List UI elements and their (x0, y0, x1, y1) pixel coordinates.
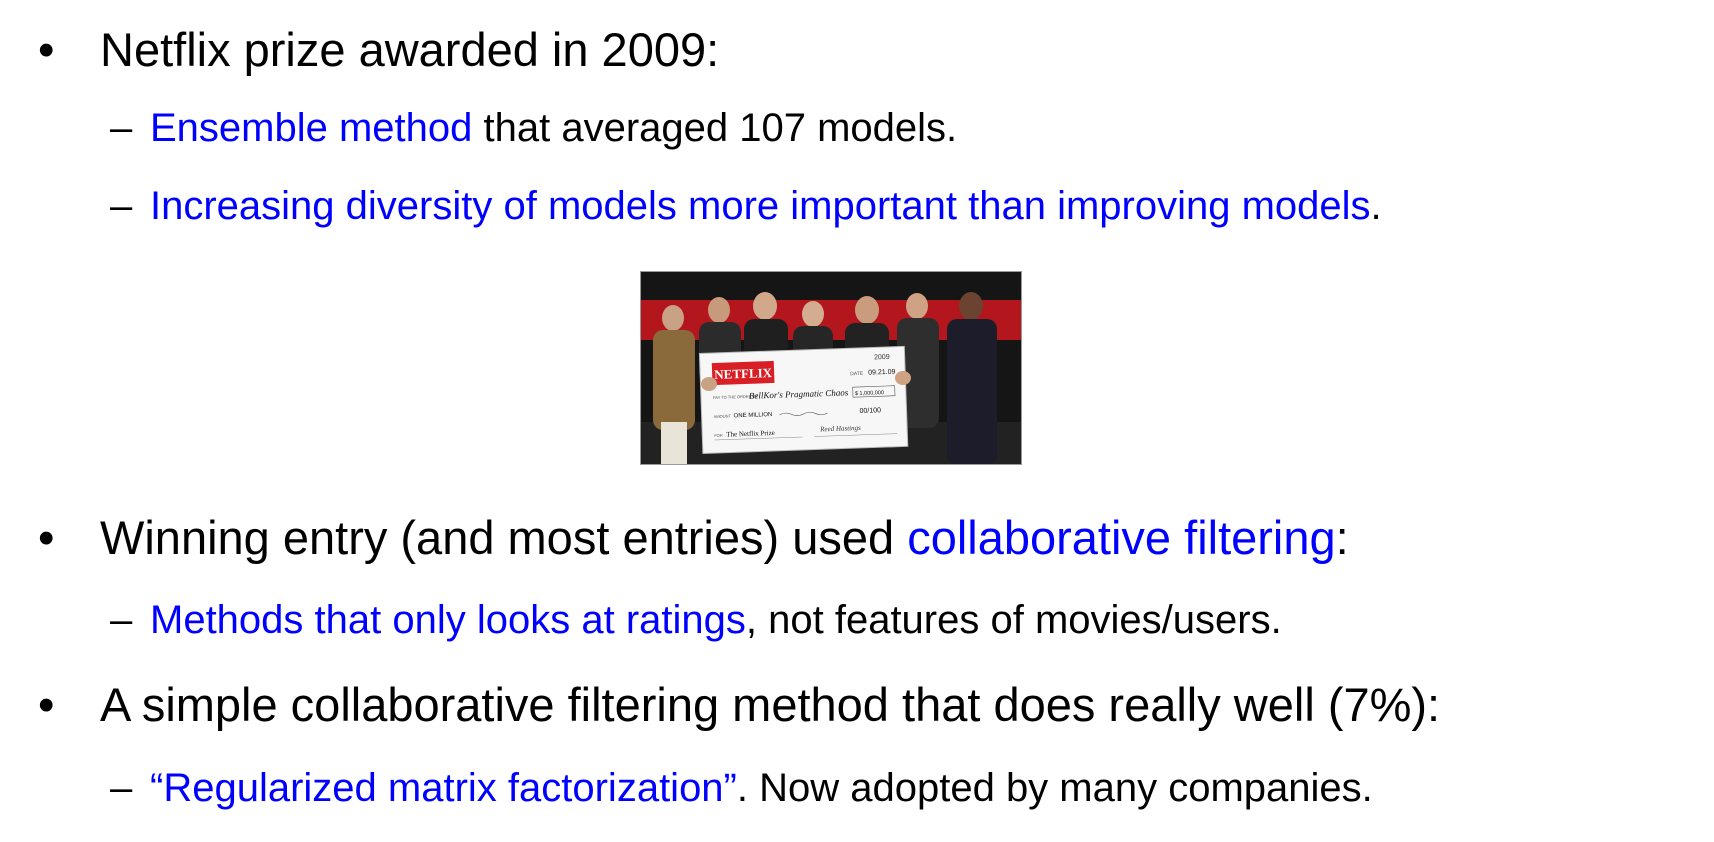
bullet-simple-cf: • A simple collaborative filtering metho… (38, 675, 1440, 735)
sub-bullet-ensemble: – Ensemble method that averaged 107 model… (110, 102, 957, 154)
sub-bullet-matrix-factorization: – “Regularized matrix factorization”. Now… (110, 762, 1373, 814)
sub-bullet-text: that averaged 107 models. (472, 106, 958, 150)
dash-marker: – (110, 184, 133, 228)
svg-text:Reed Hastings: Reed Hastings (819, 424, 861, 433)
bullet-netflix-prize: • Netflix prize awarded in 2009: (38, 20, 719, 80)
svg-text:PAY TO THE ORDER OF: PAY TO THE ORDER OF (713, 393, 759, 400)
netflix-prize-photo: NETFLIX 2009 DATE 09.21.09 PAY TO THE OR… (640, 271, 1022, 465)
dash-marker: – (110, 598, 133, 642)
svg-text:09.21.09: 09.21.09 (868, 369, 896, 377)
highlight-ensemble-method: Ensemble method (150, 106, 473, 150)
sub-bullet-text: , not features of movies/users. (745, 598, 1282, 642)
svg-text:ONE MILLION: ONE MILLION (734, 412, 773, 419)
highlight-diversity: Increasing diversity of models more impo… (150, 184, 1371, 228)
dash-marker: – (110, 106, 133, 150)
bullet-marker: • (38, 23, 55, 76)
bullet-text: Winning entry (and most entries) used (100, 511, 908, 564)
svg-text:The Netflix Prize: The Netflix Prize (726, 429, 775, 439)
bullet-marker: • (38, 511, 55, 564)
bullet-text-end: : (1335, 511, 1349, 564)
svg-text:FOR: FOR (714, 433, 723, 438)
sub-bullet-text: . Now adopted by many companies. (736, 766, 1373, 810)
svg-text:$ 1,000,000: $ 1,000,000 (855, 390, 884, 397)
highlight-matrix-factorization: “Regularized matrix factorization” (150, 766, 737, 810)
bullet-marker: • (38, 678, 55, 731)
dash-marker: – (110, 766, 133, 810)
prize-check: NETFLIX 2009 DATE 09.21.09 PAY TO THE OR… (698, 345, 909, 454)
sub-bullet-ratings: – Methods that only looks at ratings, not… (110, 594, 1282, 646)
netflix-logo-text: NETFLIX (714, 365, 773, 382)
highlight-collaborative-filtering: collaborative filtering (907, 511, 1336, 564)
bullet-winning-entry: • Winning entry (and most entries) used … (38, 508, 1349, 568)
svg-text:BellKor's Pragmatic Chaos: BellKor's Pragmatic Chaos (749, 387, 849, 400)
bullet-text: A simple collaborative filtering method … (100, 678, 1441, 731)
svg-text:2009: 2009 (874, 354, 890, 362)
svg-text:AMOUNT: AMOUNT (714, 413, 732, 419)
sub-bullet-diversity: – Increasing diversity of models more imp… (110, 180, 1382, 232)
svg-text:00/100: 00/100 (859, 407, 881, 415)
sub-bullet-text: . (1370, 184, 1382, 228)
highlight-ratings: Methods that only looks at ratings (150, 598, 746, 642)
bullet-text: Netflix prize awarded in 2009: (100, 23, 720, 76)
svg-text:DATE: DATE (850, 371, 864, 377)
